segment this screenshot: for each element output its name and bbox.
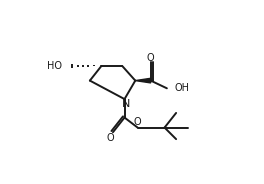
Text: O: O xyxy=(106,133,114,143)
Text: O: O xyxy=(134,117,142,127)
Polygon shape xyxy=(135,78,151,83)
Text: N: N xyxy=(122,100,130,109)
Text: HO: HO xyxy=(47,61,62,71)
Text: O: O xyxy=(147,53,154,63)
Text: OH: OH xyxy=(175,83,190,93)
